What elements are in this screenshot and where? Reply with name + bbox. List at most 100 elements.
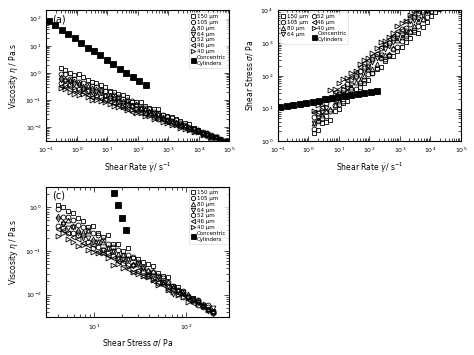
- Concentric
Cylinders: [291, 103, 296, 108]
- 64 μm: [75, 231, 81, 235]
- 46 μm: [169, 120, 174, 124]
- 40 μm: [72, 92, 77, 96]
- 46 μm: [357, 65, 363, 70]
- 80 μm: [437, 0, 442, 4]
- 40 μm: [89, 98, 95, 102]
- 105 μm: [55, 207, 61, 211]
- 150 μm: [336, 107, 342, 111]
- 80 μm: [328, 107, 333, 111]
- 64 μm: [173, 121, 179, 126]
- 80 μm: [150, 269, 156, 273]
- 80 μm: [145, 268, 151, 272]
- Concentric
Cylinders: [316, 98, 322, 103]
- 40 μm: [416, 4, 421, 8]
- 46 μm: [323, 98, 329, 103]
- 40 μm: [205, 307, 211, 312]
- 105 μm: [164, 115, 170, 119]
- 46 μm: [93, 94, 99, 98]
- 80 μm: [432, 3, 438, 7]
- 105 μm: [138, 105, 144, 110]
- 80 μm: [191, 298, 196, 302]
- 80 μm: [424, 8, 429, 12]
- Concentric
Cylinders: [65, 32, 71, 36]
- 64 μm: [420, 13, 426, 17]
- 105 μm: [391, 47, 396, 51]
- 52 μm: [191, 297, 196, 301]
- 80 μm: [178, 122, 183, 127]
- 150 μm: [323, 120, 329, 124]
- 105 μm: [209, 133, 214, 137]
- 40 μm: [185, 300, 191, 304]
- Concentric
Cylinders: [108, 178, 114, 182]
- 150 μm: [209, 134, 214, 138]
- 64 μm: [311, 121, 317, 125]
- Line: 46 μm: 46 μm: [58, 83, 227, 144]
- 80 μm: [72, 79, 77, 83]
- 52 μm: [319, 106, 325, 110]
- 80 μm: [348, 85, 354, 89]
- 52 μm: [120, 103, 126, 107]
- 80 μm: [407, 28, 413, 33]
- 46 μm: [403, 19, 409, 23]
- 64 μm: [391, 40, 396, 44]
- 105 μm: [150, 270, 156, 274]
- 64 μm: [432, 1, 438, 5]
- 150 μm: [445, 0, 451, 2]
- Line: 64 μm: 64 μm: [311, 0, 458, 126]
- 150 μm: [75, 215, 81, 220]
- 46 μm: [160, 283, 166, 288]
- 64 μm: [110, 248, 116, 253]
- 52 μm: [210, 311, 216, 315]
- 150 μm: [100, 235, 106, 239]
- 40 μm: [65, 237, 71, 241]
- 105 μm: [105, 242, 111, 246]
- 80 μm: [191, 126, 197, 130]
- 80 μm: [319, 113, 325, 117]
- 52 μm: [80, 87, 86, 92]
- 64 μm: [180, 289, 186, 294]
- 150 μm: [111, 89, 117, 94]
- 46 μm: [70, 234, 76, 239]
- Concentric
Cylinders: [355, 92, 361, 96]
- 80 μm: [133, 102, 139, 106]
- 46 μm: [55, 227, 61, 231]
- 80 μm: [151, 112, 157, 116]
- 52 μm: [102, 98, 108, 102]
- 105 μm: [133, 103, 139, 107]
- 46 μm: [395, 29, 401, 33]
- 52 μm: [125, 103, 130, 107]
- 80 μm: [63, 77, 68, 81]
- 52 μm: [378, 46, 383, 50]
- 80 μm: [175, 288, 181, 293]
- 64 μm: [315, 116, 321, 120]
- 52 μm: [428, 1, 434, 5]
- 64 μm: [135, 262, 141, 266]
- 64 μm: [138, 105, 144, 110]
- 46 μm: [67, 85, 73, 89]
- 46 μm: [365, 58, 371, 62]
- Text: (c): (c): [52, 190, 65, 201]
- Line: 150 μm: 150 μm: [55, 202, 216, 314]
- 150 μm: [395, 49, 401, 53]
- 150 μm: [155, 271, 161, 275]
- 64 μm: [93, 90, 99, 94]
- 40 μm: [201, 304, 206, 308]
- 150 μm: [432, 10, 438, 14]
- 80 μm: [209, 135, 214, 139]
- 46 μm: [411, 12, 417, 16]
- Line: 150 μm: 150 μm: [311, 0, 458, 135]
- 150 μm: [135, 257, 141, 261]
- 150 μm: [125, 246, 131, 250]
- 46 μm: [111, 101, 117, 105]
- 64 μm: [175, 289, 181, 293]
- 40 μm: [374, 46, 379, 50]
- 150 μm: [195, 128, 201, 132]
- 52 μm: [416, 11, 421, 15]
- 150 μm: [420, 25, 426, 29]
- 80 μm: [391, 46, 396, 50]
- 64 μm: [90, 240, 96, 245]
- 40 μm: [200, 133, 205, 137]
- Concentric
Cylinders: [104, 58, 110, 62]
- 150 μm: [116, 92, 121, 96]
- 52 μm: [345, 82, 350, 86]
